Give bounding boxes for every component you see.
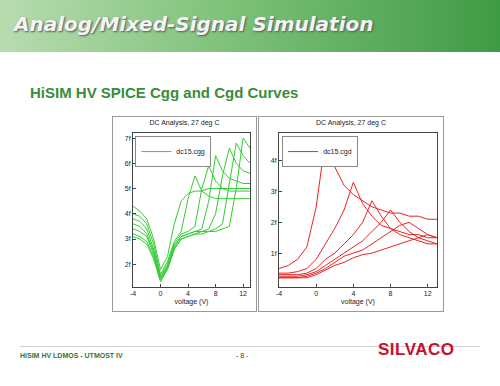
html-text:- 8 -: - 8 - bbox=[236, 352, 249, 359]
svg-text:dc15.cgd: dc15.cgd bbox=[323, 148, 352, 156]
svg-text:dc15.cgg: dc15.cgg bbox=[176, 148, 205, 156]
svg-text:-4: -4 bbox=[276, 290, 282, 297]
html-text:HiSIM HV SPICE Cgg and Cgd Cur: HiSIM HV SPICE Cgg and Cgd Curves bbox=[30, 84, 299, 101]
svg-text:2f: 2f bbox=[271, 219, 277, 226]
svg-text:2f: 2f bbox=[125, 261, 131, 268]
svg-text:5f: 5f bbox=[125, 185, 131, 192]
svg-text:voltage (V): voltage (V) bbox=[341, 298, 375, 306]
svg-text:6f: 6f bbox=[125, 160, 131, 167]
svg-text:4: 4 bbox=[186, 290, 190, 297]
svg-text:DC Analysis, 27 deg C: DC Analysis, 27 deg C bbox=[149, 119, 219, 127]
svg-text:-4: -4 bbox=[130, 290, 136, 297]
svg-text:0: 0 bbox=[159, 290, 163, 297]
html-text:Analog/Mixed-Signal Simulation: Analog/Mixed-Signal Simulation bbox=[14, 12, 374, 36]
svg-text:3f: 3f bbox=[125, 235, 131, 242]
svg-text:8: 8 bbox=[389, 290, 393, 297]
svg-text:4: 4 bbox=[351, 290, 355, 297]
html-text:SILVACO: SILVACO bbox=[378, 340, 455, 359]
svg-text:3f: 3f bbox=[271, 188, 277, 195]
svg-text:4f: 4f bbox=[125, 210, 131, 217]
svg-text:voltage (V): voltage (V) bbox=[175, 298, 209, 306]
svg-text:DC Analysis, 27 deg C: DC Analysis, 27 deg C bbox=[316, 119, 386, 127]
svg-text:7f: 7f bbox=[125, 135, 131, 142]
html-text:HiSIM HV LDMOS - UTMOST IV: HiSIM HV LDMOS - UTMOST IV bbox=[20, 352, 123, 359]
svg-text:4f: 4f bbox=[271, 157, 277, 164]
svg-text:0: 0 bbox=[314, 290, 318, 297]
svg-text:12: 12 bbox=[424, 290, 432, 297]
svg-text:1f: 1f bbox=[271, 250, 277, 257]
svg-text:8: 8 bbox=[214, 290, 218, 297]
svg-text:12: 12 bbox=[239, 290, 247, 297]
